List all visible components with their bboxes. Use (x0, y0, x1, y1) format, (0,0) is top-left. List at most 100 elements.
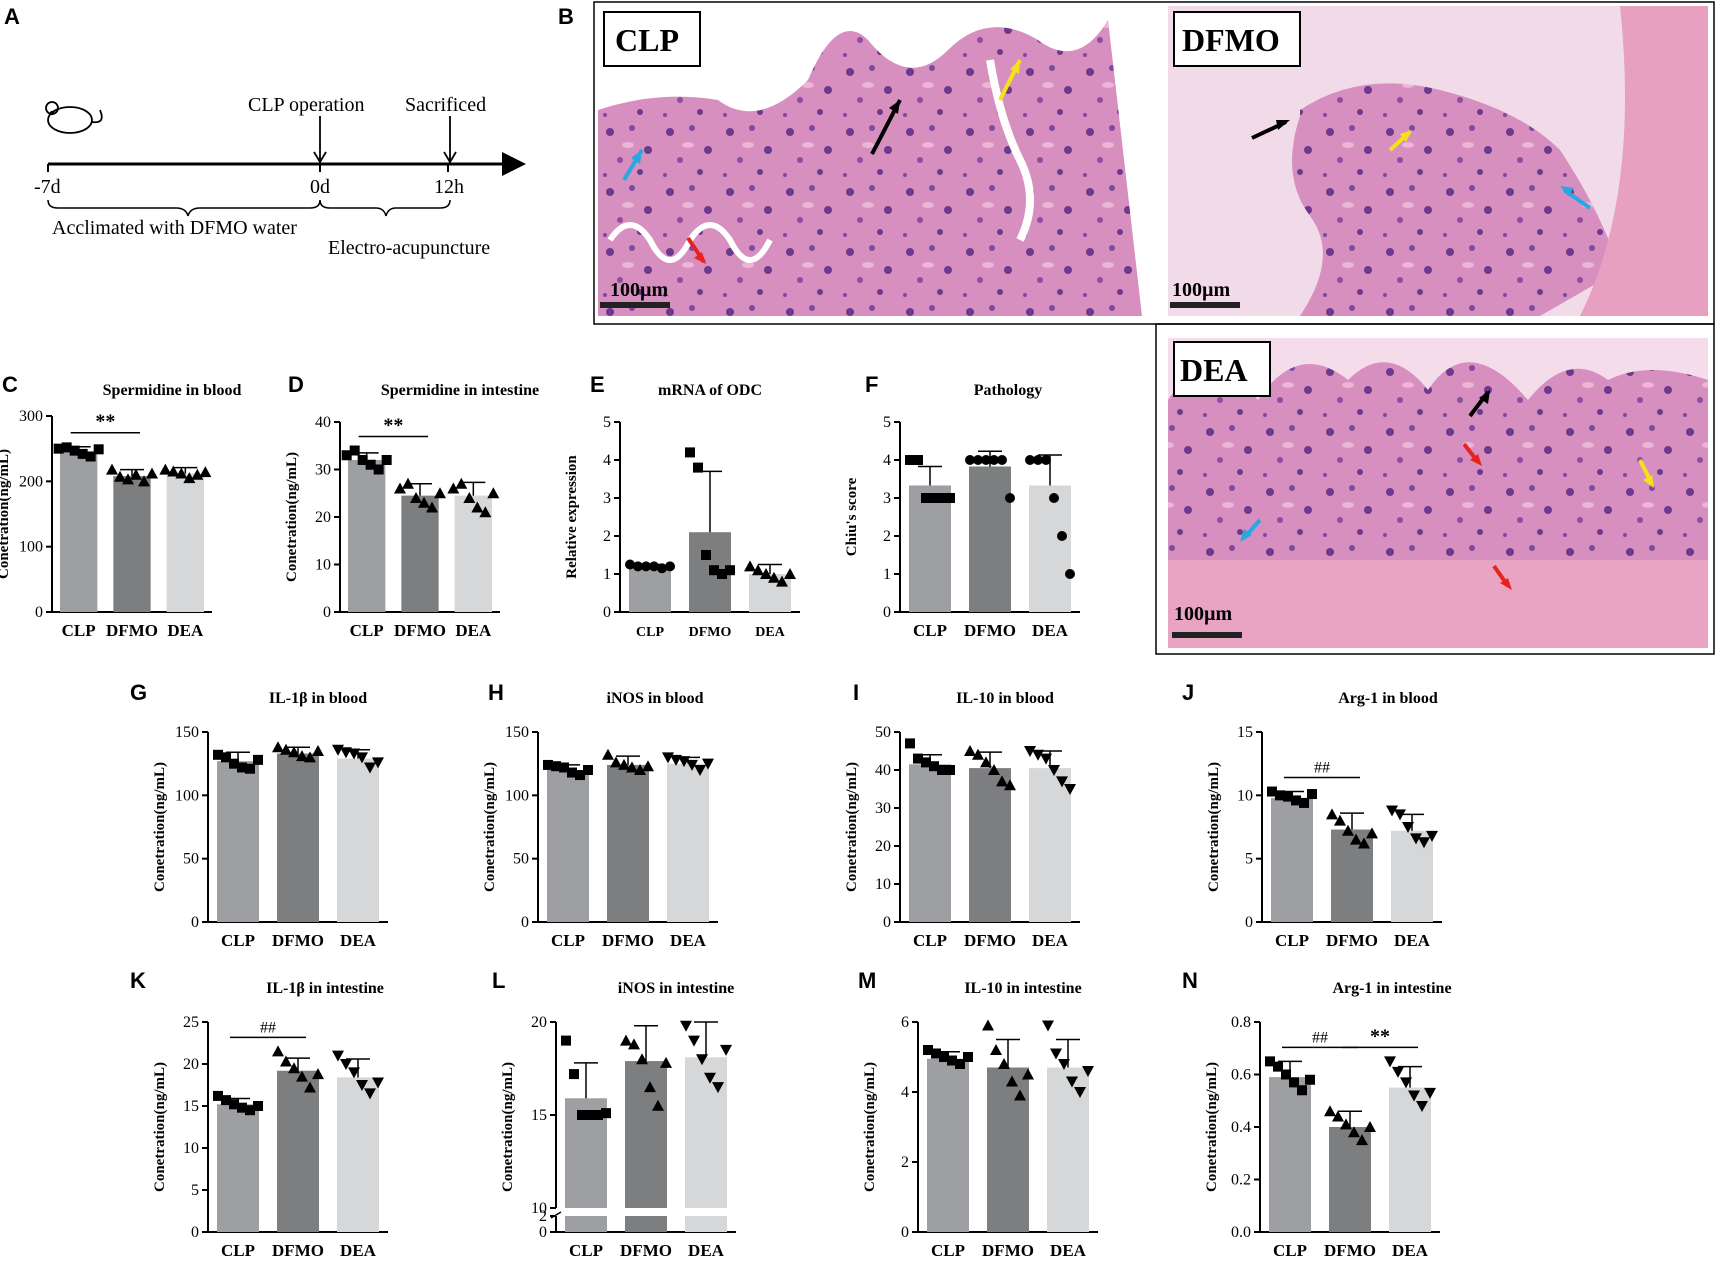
y-tick-label: 100 (19, 539, 43, 556)
data-point (167, 465, 180, 477)
data-point (559, 762, 569, 773)
data-point (702, 758, 714, 770)
y-tick-label: 30 (315, 462, 331, 479)
data-point (1025, 455, 1035, 465)
panel-label-l: L (492, 968, 505, 993)
y-tick-label: 0 (603, 604, 611, 621)
y-tick-label: 2 (539, 1208, 547, 1225)
bar-clp (909, 764, 951, 922)
x-tick-label: DEA (455, 621, 492, 640)
data-point (348, 1067, 360, 1079)
data-point (945, 765, 955, 775)
data-point (776, 575, 788, 587)
scale-bar-text-dfmo: 100µm (1172, 279, 1231, 301)
data-point (1041, 455, 1051, 465)
data-point (685, 447, 695, 458)
scale-bar-text-dea: 100µm (1174, 603, 1233, 625)
histology-frame-lower (1155, 323, 1715, 655)
x-tick-label: DFMO (272, 931, 324, 950)
x-tick-label: DEA (340, 1241, 377, 1260)
bar-dfmo (607, 764, 649, 922)
x-tick-label: DFMO (620, 1241, 672, 1260)
data-point (463, 492, 476, 503)
tick-zero: 0d (310, 176, 330, 198)
data-point (1326, 808, 1338, 820)
data-point (1058, 1059, 1070, 1070)
data-point (1064, 784, 1076, 795)
data-point (1384, 1056, 1396, 1068)
x-tick-label: DEA (755, 625, 785, 640)
data-point (61, 442, 72, 453)
data-point (1402, 822, 1414, 833)
panel-label-b: B (558, 4, 574, 29)
y-axis-label: Conetration(ng/mL) (284, 452, 300, 582)
data-point (1350, 833, 1362, 845)
data-point (626, 761, 638, 773)
arrow-yellow-clp (998, 59, 1022, 101)
y-tick-label: 0 (521, 914, 529, 931)
data-point (1416, 1101, 1428, 1112)
data-point (1006, 1075, 1018, 1087)
data-point (221, 1095, 231, 1106)
data-point (583, 765, 593, 775)
y-tick-label: 0.0 (1231, 1224, 1251, 1241)
x-tick-label: CLP (636, 625, 664, 640)
data-point (602, 748, 614, 760)
data-point (947, 1055, 957, 1066)
data-point (237, 762, 247, 773)
data-point (760, 568, 772, 579)
y-tick-label: 0 (539, 1224, 547, 1241)
data-point (159, 463, 172, 475)
data-point (1074, 1087, 1086, 1098)
data-point (77, 448, 88, 459)
data-point (618, 758, 630, 770)
bar-dfmo (113, 476, 151, 612)
y-tick-label: 1 (883, 566, 891, 583)
bar-clp (909, 485, 951, 612)
x-tick-label: CLP (931, 1241, 965, 1260)
data-point (694, 765, 706, 776)
data-point (913, 455, 923, 465)
chart-g: G IL-1β in blood 0 50 100 150 Conetration(ng/m… (130, 680, 388, 950)
data-point (1305, 1074, 1315, 1085)
chart-title: iNOS in intestine (618, 980, 734, 997)
x-tick-label: CLP (913, 931, 947, 950)
arrow-yellow-dea (1638, 459, 1654, 488)
chart-d: D Spermidine in intestine 0 10 20 30 40 Conetra… (284, 372, 539, 640)
data-point (245, 1105, 255, 1116)
data-point (296, 1070, 308, 1082)
data-point (1386, 805, 1398, 817)
panel-label-f: F (865, 372, 878, 397)
data-point (1082, 1066, 1094, 1077)
data-point (183, 472, 196, 484)
data-point (939, 1052, 949, 1062)
data-point (996, 775, 1008, 787)
chart-n: N Arg-1 in intestine 0.0 0.2 0.4 0.6 0.8 Conetr… (1182, 968, 1452, 1260)
panel-label-h: H (488, 680, 504, 705)
y-tick-label: 0 (883, 914, 891, 931)
bar-dfmo (277, 1070, 319, 1232)
y-tick-label: 2 (603, 528, 611, 545)
arrow-red-dea-1 (1462, 442, 1482, 466)
data-point (988, 764, 1000, 775)
y-tick-label: 200 (19, 473, 43, 490)
data-point (923, 1045, 933, 1055)
charts-layer: C Spermidine in blood0100200300Conetratio… (0, 372, 1452, 1260)
data-point (704, 1072, 716, 1084)
data-point (1299, 797, 1309, 808)
bar-clp (1269, 1077, 1311, 1232)
y-tick-label: 0 (35, 604, 43, 621)
y-axis-label: Conetration(ng/mL) (152, 1062, 168, 1192)
data-point (381, 455, 392, 465)
data-point (1004, 779, 1016, 791)
data-point (990, 1044, 1002, 1055)
panel-label-n: N (1182, 968, 1198, 993)
chart-title: IL-10 in intestine (964, 980, 1081, 997)
y-tick-label: 300 (19, 408, 43, 425)
data-point (410, 492, 422, 503)
data-point (964, 745, 976, 756)
bar-break-gap (564, 1208, 608, 1216)
event-sacrificed: Sacrificed (405, 94, 486, 116)
